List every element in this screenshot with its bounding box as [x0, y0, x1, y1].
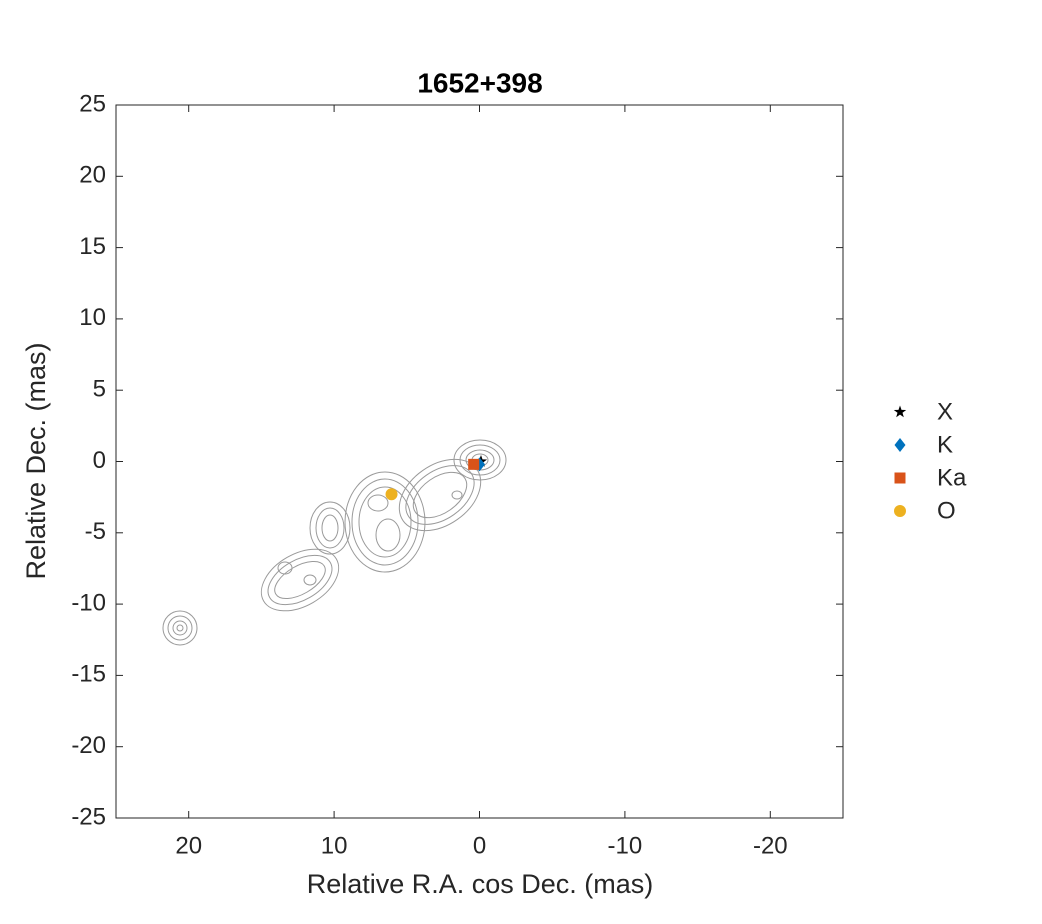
x-tick-label: 20: [175, 832, 202, 859]
y-tick-label: 10: [79, 304, 106, 331]
x-tick-label: 0: [473, 832, 486, 859]
legend-label: Ka: [937, 464, 967, 491]
circle-marker: [385, 488, 398, 501]
star-marker: [893, 405, 907, 418]
square-marker: [468, 458, 480, 470]
y-tick-label: -15: [71, 661, 106, 688]
y-tick-label: -5: [85, 518, 106, 545]
y-tick-label: 15: [79, 233, 106, 260]
legend-label: K: [937, 431, 953, 458]
x-tick-label: 10: [321, 832, 348, 859]
y-tick-label: -10: [71, 589, 106, 616]
y-tick-label: -20: [71, 732, 106, 759]
x-tick-label: -10: [608, 832, 643, 859]
y-axis-label: Relative Dec. (mas): [21, 342, 51, 579]
contour-map: [162, 439, 507, 646]
legend-label: O: [937, 497, 956, 524]
diamond-marker: [894, 438, 906, 452]
legend-label: X: [937, 398, 953, 425]
circle-marker: [894, 505, 906, 517]
y-tick-label: 5: [93, 376, 106, 403]
square-marker: [894, 472, 906, 484]
y-tick-label: -25: [71, 803, 106, 830]
y-tick-label: 0: [93, 447, 106, 474]
x-tick-label: -20: [753, 832, 788, 859]
y-tick-label: 25: [79, 90, 106, 117]
x-axis-label: Relative R.A. cos Dec. (mas): [307, 869, 654, 899]
y-tick-label: 20: [79, 162, 106, 189]
chart-title: 1652+398: [417, 67, 542, 98]
